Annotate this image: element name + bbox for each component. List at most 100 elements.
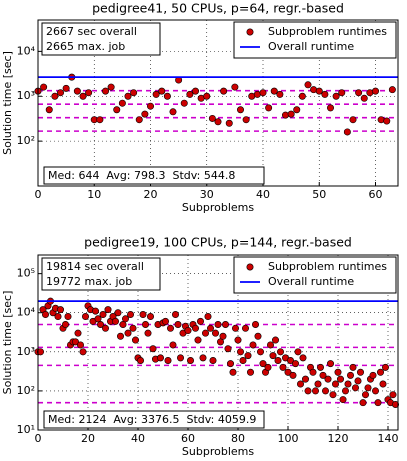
data-point bbox=[199, 354, 207, 362]
data-point bbox=[309, 368, 317, 376]
data-point bbox=[207, 324, 215, 332]
x-tick-label: 120 bbox=[328, 432, 349, 445]
legend-label: Overall runtime bbox=[268, 275, 354, 288]
data-point bbox=[96, 116, 104, 124]
data-point bbox=[381, 363, 389, 371]
data-point bbox=[360, 94, 368, 102]
data-point bbox=[341, 387, 349, 395]
data-point bbox=[298, 92, 306, 100]
data-point bbox=[237, 106, 245, 114]
data-point bbox=[259, 360, 267, 368]
data-point bbox=[343, 128, 351, 136]
data-point bbox=[102, 87, 110, 95]
data-point bbox=[225, 119, 233, 127]
info-box bbox=[41, 22, 161, 56]
data-point bbox=[62, 84, 70, 92]
data-point bbox=[82, 313, 90, 321]
data-point bbox=[231, 83, 239, 91]
data-point bbox=[234, 336, 242, 344]
data-point bbox=[344, 380, 352, 388]
data-point bbox=[167, 324, 175, 332]
data-point bbox=[147, 313, 155, 321]
legend-box bbox=[233, 256, 397, 294]
data-point bbox=[204, 313, 212, 321]
data-point bbox=[269, 352, 277, 360]
data-point bbox=[144, 329, 152, 337]
y-tick-label: 10⁵ bbox=[17, 267, 35, 280]
data-point bbox=[192, 324, 200, 332]
stats-text: Med: 2124 Avg: 3376.5 Stdv: 4059.9 bbox=[48, 413, 256, 426]
legend-label: Subproblem runtimes bbox=[268, 25, 387, 38]
legend-label: Overall runtime bbox=[268, 40, 354, 53]
data-point bbox=[349, 116, 357, 124]
data-point bbox=[172, 311, 180, 319]
data-point bbox=[56, 89, 64, 97]
data-point bbox=[51, 92, 59, 100]
data-point bbox=[287, 110, 295, 118]
data-point bbox=[54, 313, 62, 321]
x-tick-label: 20 bbox=[81, 432, 95, 445]
data-point bbox=[174, 321, 182, 329]
data-point bbox=[265, 104, 273, 112]
data-point bbox=[194, 336, 202, 344]
data-point bbox=[276, 348, 284, 356]
data-point bbox=[379, 380, 387, 388]
data-point bbox=[346, 371, 354, 379]
data-point bbox=[359, 399, 367, 407]
data-point bbox=[315, 87, 323, 95]
y-tick-label: 10¹ bbox=[17, 423, 35, 436]
data-point bbox=[130, 89, 138, 97]
y-tick-label: 10³ bbox=[17, 345, 35, 358]
data-point bbox=[244, 352, 252, 360]
data-point bbox=[388, 86, 396, 94]
y-axis-label: Solution time [sec] bbox=[1, 291, 14, 395]
data-point bbox=[316, 363, 324, 371]
data-point bbox=[164, 356, 172, 364]
data-point bbox=[227, 360, 235, 368]
data-point bbox=[186, 90, 194, 98]
data-point bbox=[239, 356, 247, 364]
y-tick-label: 10⁴ bbox=[17, 306, 36, 319]
data-point bbox=[129, 324, 137, 332]
legend-swatch bbox=[246, 28, 254, 36]
data-point bbox=[321, 90, 329, 98]
data-point bbox=[122, 315, 130, 323]
data-point bbox=[127, 311, 135, 319]
data-point bbox=[102, 324, 110, 332]
x-tick-label: 80 bbox=[231, 432, 245, 445]
data-point bbox=[334, 368, 342, 376]
data-point bbox=[202, 329, 210, 337]
data-point bbox=[279, 363, 287, 371]
data-point bbox=[197, 317, 205, 325]
stats-text: Med: 644 Avg: 798.3 Stdv: 544.8 bbox=[48, 169, 235, 182]
y-tick-label: 10² bbox=[17, 384, 35, 397]
data-point bbox=[369, 371, 377, 379]
x-tick-label: 60 bbox=[369, 188, 383, 201]
stats-box bbox=[43, 410, 265, 429]
data-point bbox=[329, 391, 337, 399]
data-point bbox=[356, 368, 364, 376]
data-point bbox=[351, 384, 359, 392]
data-point bbox=[371, 87, 379, 95]
axes-frame bbox=[37, 19, 399, 187]
data-point bbox=[336, 375, 344, 383]
y-tick-label: 10⁴ bbox=[17, 44, 36, 57]
data-point bbox=[291, 360, 299, 368]
data-point bbox=[314, 380, 322, 388]
data-point bbox=[97, 321, 105, 329]
info-text: 19772 max. job bbox=[46, 275, 132, 288]
data-point bbox=[304, 387, 312, 395]
data-point bbox=[304, 81, 312, 89]
data-point bbox=[252, 321, 260, 329]
data-point bbox=[99, 311, 107, 319]
data-point bbox=[274, 356, 282, 364]
data-point bbox=[361, 391, 369, 399]
data-point bbox=[293, 106, 301, 114]
data-point bbox=[259, 89, 267, 97]
data-point bbox=[132, 336, 140, 344]
x-tick-label: 50 bbox=[312, 188, 326, 201]
data-point bbox=[339, 396, 347, 404]
data-point bbox=[112, 317, 120, 325]
data-point bbox=[79, 348, 87, 356]
